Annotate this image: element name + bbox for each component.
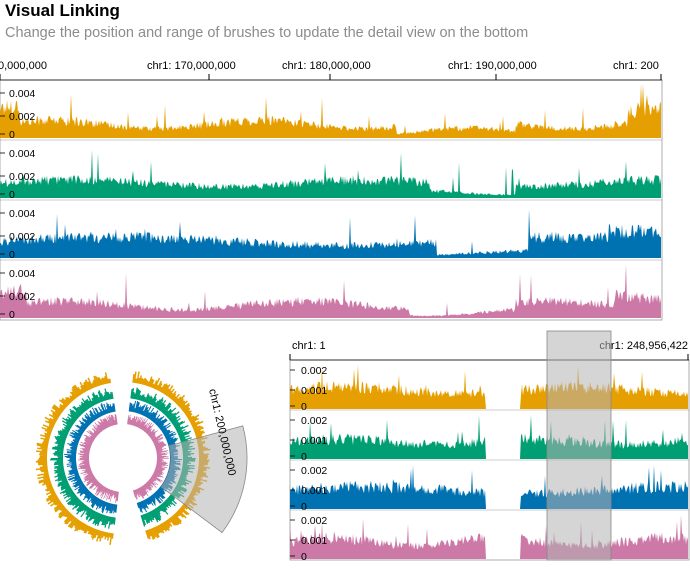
- detail-track-2: 0.002 0.001 0: [290, 409, 689, 463]
- circular-view[interactable]: chr1: 200,000,000: [35, 371, 248, 546]
- top-track-tick-label: 0.002: [9, 231, 35, 243]
- detail-track-tick-label: 0.002: [301, 465, 327, 477]
- top-track-3: 0.004 0.002 0: [0, 199, 662, 261]
- circular-brush[interactable]: [160, 425, 248, 534]
- page-subtitle: Change the position and range of brushes…: [5, 25, 529, 41]
- detail-track-area: [290, 365, 688, 409]
- detail-track-tick-label: 0.002: [301, 415, 327, 427]
- detail-track-tick-label: 0.002: [301, 365, 327, 377]
- top-track-area: [0, 84, 661, 138]
- detail-track-tick-label: 0.001: [301, 535, 327, 547]
- top-track-tick-label: 0.004: [9, 88, 35, 100]
- top-axis-label-1: chr1: 170,000,000: [147, 60, 236, 72]
- detail-track-tick-label: 0.002: [301, 515, 327, 527]
- detail-axis-start: chr1: 1: [292, 340, 326, 352]
- detail-track-tick-label: 0: [301, 501, 307, 513]
- detail-track-1: 0.002 0.001 0: [290, 365, 688, 413]
- top-track-tick-label: 0.002: [9, 111, 35, 123]
- top-track-tick-label: 0: [9, 249, 15, 261]
- top-track-2: 0.004 0.002 0: [0, 139, 662, 201]
- detail-track-tick-label: 0.001: [301, 385, 327, 397]
- detail-track-area: [290, 465, 688, 509]
- top-axis-label-2: chr1: 180,000,000: [282, 60, 371, 72]
- top-track-area: [0, 149, 661, 198]
- detail-track-3: 0.002 0.001 0: [290, 459, 689, 513]
- top-track-tick-label: 0: [9, 129, 15, 141]
- top-track-tick-label: 0: [9, 309, 15, 321]
- top-linear-view[interactable]: 0,000,000 chr1: 170,000,000 chr1: 180,00…: [0, 60, 663, 321]
- detail-track-tick-label: 0: [301, 451, 307, 463]
- top-track-tick-label: 0.002: [9, 171, 35, 183]
- detail-track-4: 0.002 0.001 0: [290, 509, 689, 563]
- top-axis-label-3: chr1: 190,000,000: [448, 60, 537, 72]
- detail-track-tick-label: 0: [301, 401, 307, 413]
- top-track-tick-label: 0.004: [9, 268, 35, 280]
- top-track-tick-label: 0.004: [9, 148, 35, 160]
- top-axis-label-0: 0,000,000: [0, 60, 47, 72]
- circular-track-area: [77, 414, 169, 503]
- page-title: Visual Linking: [5, 1, 120, 20]
- detail-track-tick-label: 0: [301, 551, 307, 563]
- circular-track-4: [77, 414, 169, 503]
- detail-linear-view[interactable]: chr1: 1 chr1: 248,956,422 0.0020.00100.0…: [289, 330, 690, 563]
- top-axis: 0,000,000 chr1: 170,000,000 chr1: 180,00…: [0, 60, 662, 80]
- detail-track-area: [290, 515, 688, 559]
- detail-axis-end: chr1: 248,956,422: [599, 340, 688, 352]
- top-track-tick-label: 0.002: [9, 291, 35, 303]
- detail-track-area: [290, 415, 688, 459]
- top-track-area: [0, 264, 661, 318]
- top-track-1: 0.004 0.002 0: [0, 84, 661, 141]
- top-track-tick-label: 0: [9, 189, 15, 201]
- top-axis-label-4: chr1: 200: [613, 60, 659, 72]
- top-track-area: [0, 209, 661, 258]
- top-track-4: 0.004 0.002 0: [0, 259, 662, 321]
- top-track-tick-label: 0.004: [9, 208, 35, 220]
- detail-track-tick-label: 0.001: [301, 485, 327, 497]
- detail-track-tick-label: 0.001: [301, 435, 327, 447]
- detail-brush[interactable]: [546, 330, 612, 561]
